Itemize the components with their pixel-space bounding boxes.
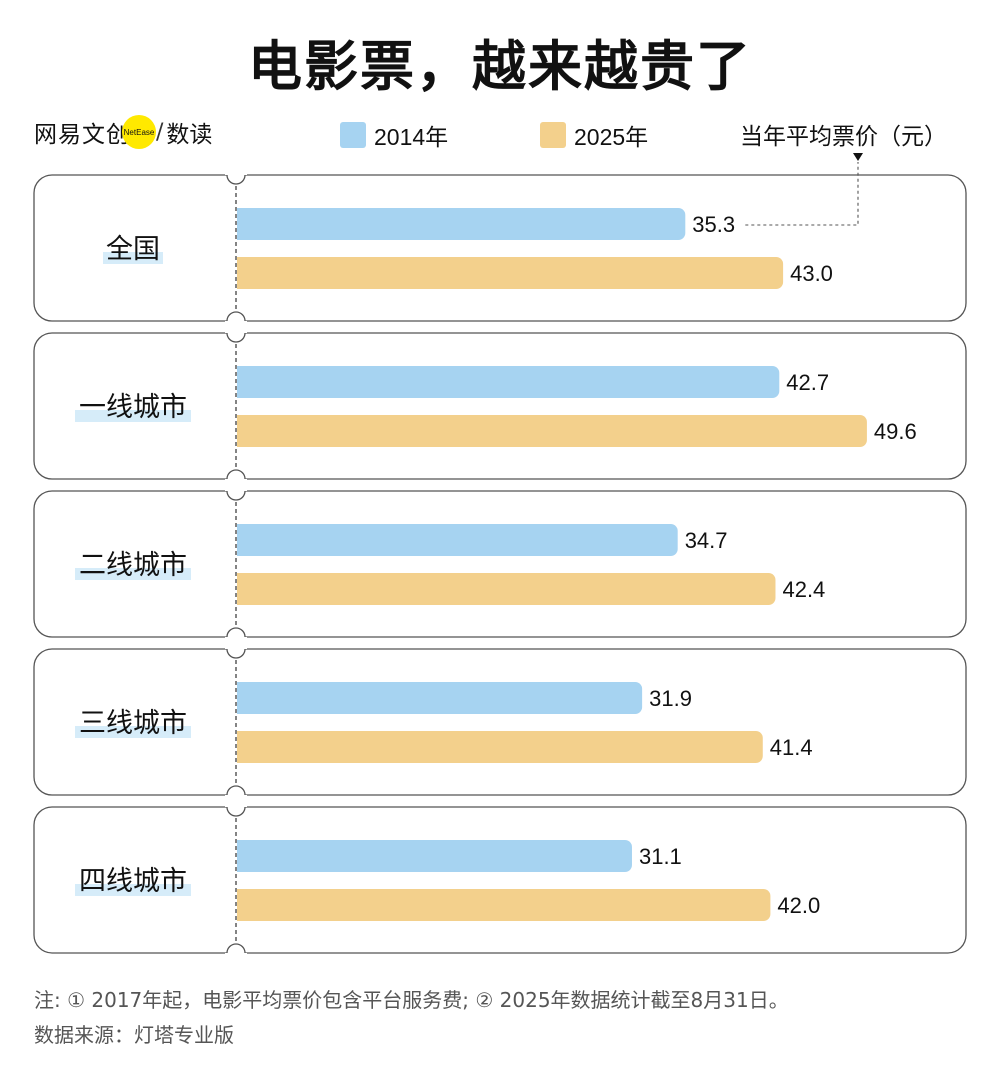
category-label-highlight (75, 410, 191, 422)
bar-left-cap (237, 889, 245, 921)
data-label: 42.7 (786, 370, 829, 395)
category-label: 四线城市 (79, 866, 187, 897)
bar-chart: 全国 35.3 43.0 一线城市 42.7 49.6 二线城市 34.7 42.4 三线城市 31… (33, 162, 967, 960)
legend-item-2014: 2014年 (340, 118, 448, 152)
notch-mask (225, 638, 247, 649)
data-label: 42.0 (777, 893, 820, 918)
data-label: 43.0 (790, 261, 833, 286)
bar-left-cap (237, 573, 245, 605)
category-label-highlight (75, 726, 191, 738)
notch-mask (225, 796, 247, 807)
bar-2014 (237, 682, 643, 714)
category-group: 二线城市 34.7 42.4 (33, 480, 967, 648)
data-label: 49.6 (874, 419, 917, 444)
category-label-highlight (75, 884, 191, 896)
brand-name: 网易文创 (34, 122, 130, 148)
bar-left-cap (237, 415, 245, 447)
legend-label-2025: 2025年 (574, 124, 649, 150)
bar-left-cap (237, 208, 245, 240)
footnote-source: 数据来源：灯塔专业版 (34, 1023, 234, 1047)
data-label: 31.1 (639, 844, 682, 869)
netease-logo-icon: NetEase (122, 115, 156, 149)
category-label: 二线城市 (79, 550, 187, 581)
bar-left-cap (237, 524, 245, 556)
bar-2025 (237, 257, 784, 289)
category-group: 一线城市 42.7 49.6 (33, 322, 967, 490)
bar-2014 (237, 840, 632, 872)
bar-2025 (237, 889, 771, 921)
legend-swatch-2014 (340, 122, 366, 148)
bar-2025 (237, 415, 867, 447)
data-label: 41.4 (770, 735, 813, 760)
brand-sub: 数读 (166, 122, 213, 148)
bar-2014 (237, 524, 678, 556)
bar-2014 (237, 366, 780, 398)
notch-mask (225, 322, 247, 333)
bar-left-cap (237, 366, 245, 398)
data-label: 42.4 (782, 577, 825, 602)
footnote-note: 注: ① 2017年起，电影平均票价包含平台服务费; ② 2025年数据统计截至… (34, 988, 789, 1012)
notch-mask (225, 480, 247, 491)
category-label: 三线城市 (79, 708, 187, 739)
bar-2025 (237, 573, 776, 605)
notch-mask (225, 953, 247, 960)
bar-left-cap (237, 731, 245, 763)
bar-2025 (237, 731, 763, 763)
category-label-highlight (103, 252, 163, 264)
bar-left-cap (237, 840, 245, 872)
bar-2014 (237, 208, 686, 240)
ticket-card (33, 174, 967, 322)
legend-item-2025: 2025年 (540, 118, 648, 152)
page-title: 电影票，越来越贵了 (248, 35, 752, 98)
legend-label-2014: 2014年 (374, 124, 449, 150)
data-label: 34.7 (685, 528, 728, 553)
brand-logo: 网易文创 NetEase / 数读 (34, 112, 212, 152)
category-group: 四线城市 31.1 42.0 (33, 796, 967, 960)
category-group: 三线城市 31.9 41.4 (33, 638, 967, 806)
unit-leader-line (745, 162, 859, 226)
data-label: 31.9 (649, 686, 692, 711)
unit-note: 当年平均票价（元） (740, 124, 947, 150)
unit-arrow-icon (853, 153, 863, 161)
category-label: 全国 (106, 234, 160, 265)
category-group: 全国 35.3 43.0 (33, 162, 967, 332)
data-label: 35.3 (692, 212, 735, 237)
brand-separator: / (156, 119, 164, 145)
category-label: 一线城市 (79, 392, 187, 423)
legend-swatch-2025 (540, 122, 566, 148)
bar-left-cap (237, 682, 245, 714)
category-label-highlight (75, 568, 191, 580)
notch-mask (225, 164, 247, 175)
bar-left-cap (237, 257, 245, 289)
